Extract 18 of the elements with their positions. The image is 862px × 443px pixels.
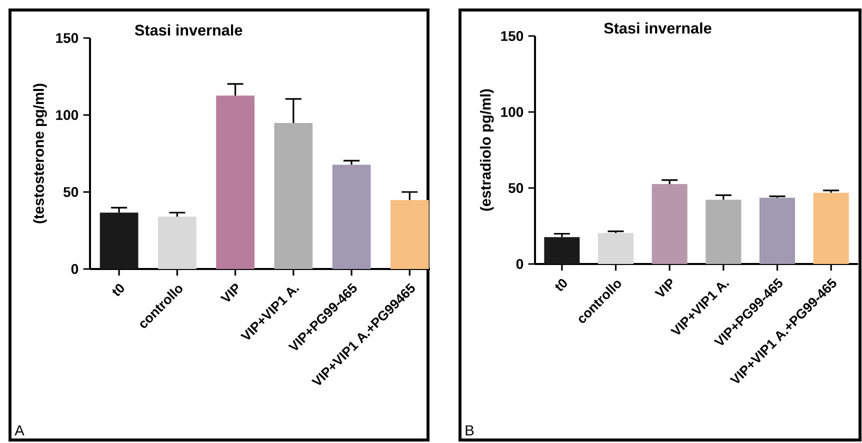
- x-tick-label: t0: [112, 284, 124, 296]
- y-tick-label: 150: [501, 31, 524, 41]
- y-tick-label: 50: [508, 183, 524, 193]
- x-tick-label: t0: [555, 279, 567, 292]
- y-axis-title: (estradiolo pg/ml): [480, 89, 494, 211]
- y-tick-label: 150: [56, 33, 78, 43]
- y-tick-label: 100: [56, 110, 78, 120]
- y-tick-label: 50: [63, 187, 78, 197]
- y-axis-title: (testosterone pg/ml): [33, 84, 47, 224]
- x-tick-label: VIP: [654, 278, 672, 297]
- chart-title: Stasi invernale: [604, 22, 712, 34]
- y-tick-label: 0: [516, 259, 524, 269]
- text: B: [466, 425, 474, 436]
- chart-title: Stasi invernale: [134, 24, 242, 36]
- text: A: [14, 425, 24, 436]
- y-tick-label: 100: [501, 107, 524, 117]
- y-tick-label: 0: [71, 264, 78, 274]
- x-tick-label: VIP: [220, 284, 238, 302]
